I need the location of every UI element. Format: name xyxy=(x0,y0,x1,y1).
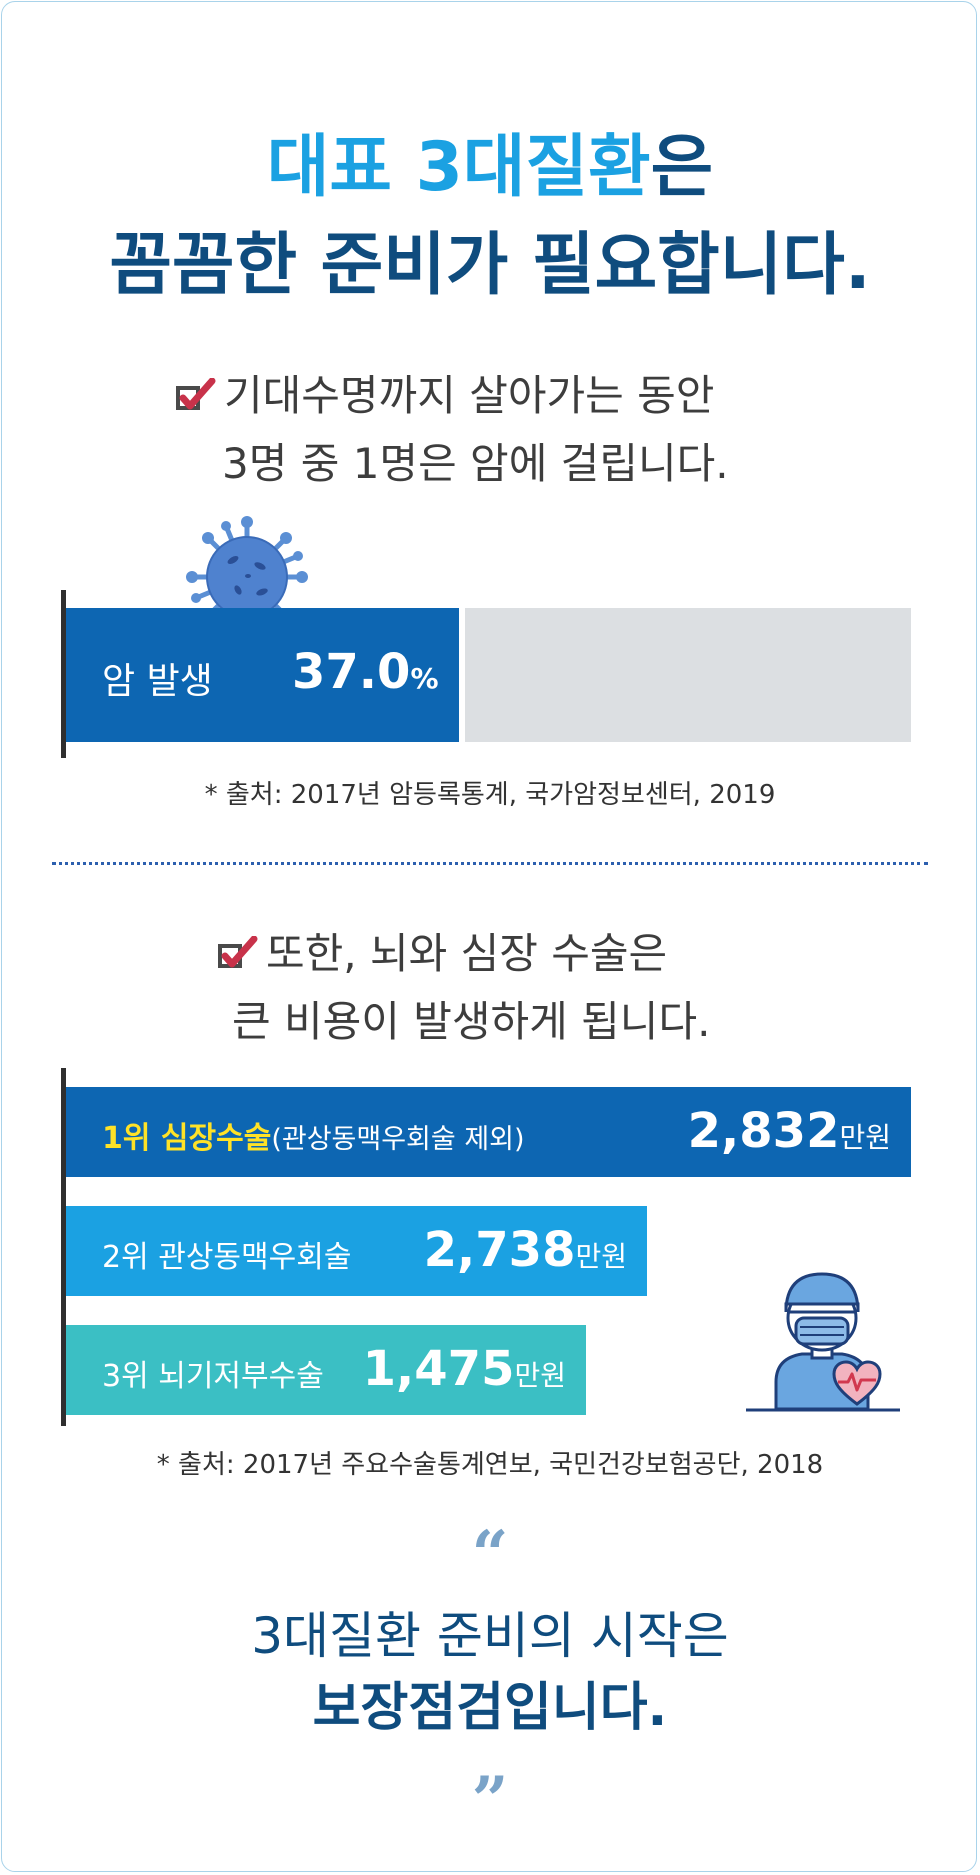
rank1-label: 1위 심장수술(관상동맥우회술 제외) xyxy=(102,1121,525,1156)
closing-line2: 보장점검입니다. xyxy=(312,1678,668,1738)
headline-line2: 꼼꼼한 준비가 필요합니다. xyxy=(109,226,871,305)
divider xyxy=(52,862,928,865)
checkbox-check-icon xyxy=(174,378,216,414)
surgery-bar-rank3: 3위 뇌기저부수술 1,475만원 xyxy=(66,1325,586,1415)
headline-line1-rest: 은 xyxy=(650,128,714,207)
rank3-value: 1,475만원 xyxy=(362,1341,566,1397)
section1-statement-line2: 3명 중 1명은 암에 걸립니다. xyxy=(222,439,729,488)
checkbox-check-icon xyxy=(216,936,258,972)
source-note-1: * 출처: 2017년 암등록통계, 국가암정보센터, 2019 xyxy=(204,780,776,810)
cancer-bar-label: 암 발생 xyxy=(102,661,213,702)
bar-axis xyxy=(61,590,66,758)
source-note-2: * 출처: 2017년 주요수술통계연보, 국민건강보험공단, 2018 xyxy=(156,1450,824,1480)
heart-pulse-icon xyxy=(832,1360,882,1406)
cancer-bar-value: 37.0% xyxy=(292,644,439,700)
bar-axis xyxy=(61,1068,66,1426)
surgery-bar-rank1: 1위 심장수술(관상동맥우회술 제외) 2,832만원 xyxy=(66,1087,911,1177)
statement-text: 또한, 뇌와 심장 수술은 xyxy=(266,929,668,978)
cancer-rate-bar: 암 발생 37.0% xyxy=(66,608,459,742)
section2-statement-line2: 큰 비용이 발생하게 됩니다. xyxy=(232,997,711,1046)
rank2-value: 2,738만원 xyxy=(423,1222,627,1278)
open-quote-icon: “ xyxy=(471,1517,509,1592)
statement-text: 기대수명까지 살아가는 동안 xyxy=(224,371,715,420)
rank3-label: 3위 뇌기저부수술 xyxy=(102,1359,324,1394)
cancer-bar-track: 암 발생 37.0% xyxy=(66,608,911,742)
rank2-label: 2위 관상동맥우회술 xyxy=(102,1240,352,1275)
rank1-value: 2,832만원 xyxy=(687,1103,891,1159)
close-quote-icon: ” xyxy=(471,1763,509,1838)
surgery-bar-rank2: 2위 관상동맥우회술 2,738만원 xyxy=(66,1206,647,1296)
headline-line1: 대표 3대질환은 xyxy=(0,128,980,208)
cancer-bar-remainder xyxy=(465,608,911,742)
section2-statement-line1: 또한, 뇌와 심장 수술은 xyxy=(216,924,667,984)
section1-statement-line1: 기대수명까지 살아가는 동안 xyxy=(174,366,714,426)
headline-accent: 대표 3대질환 xyxy=(266,128,651,207)
closing-line1: 3대질환 준비의 시작은 xyxy=(251,1607,729,1665)
